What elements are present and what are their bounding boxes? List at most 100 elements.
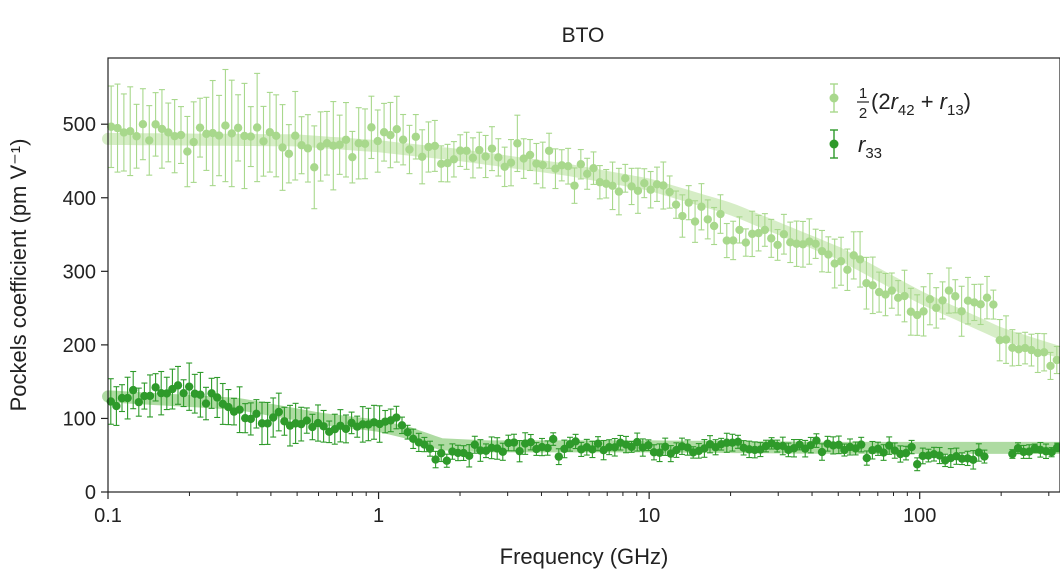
point-r42 bbox=[716, 209, 725, 219]
point-r42 bbox=[227, 129, 236, 138]
point-r42 bbox=[271, 131, 281, 141]
point-r33 bbox=[134, 397, 143, 407]
point-r33 bbox=[549, 434, 558, 444]
point-r42 bbox=[754, 228, 763, 238]
point-r42 bbox=[957, 307, 966, 316]
point-r42 bbox=[938, 296, 947, 305]
point-r33 bbox=[543, 443, 552, 453]
legend-sub-42: 42 bbox=[898, 102, 915, 119]
legend-frac-num: 1 bbox=[859, 85, 867, 102]
point-r42 bbox=[963, 296, 973, 305]
point-r42 bbox=[779, 230, 789, 239]
point-r42 bbox=[367, 123, 376, 132]
point-r42 bbox=[462, 146, 471, 155]
point-r42 bbox=[627, 182, 636, 191]
point-r42 bbox=[767, 234, 776, 243]
point-r42 bbox=[513, 139, 522, 148]
point-r42 bbox=[843, 265, 852, 274]
point-r42 bbox=[411, 132, 421, 141]
point-r42 bbox=[944, 286, 954, 295]
point-r42 bbox=[925, 294, 935, 304]
point-r42 bbox=[665, 187, 674, 197]
point-r42 bbox=[417, 152, 427, 162]
point-r33 bbox=[112, 401, 121, 411]
point-r33 bbox=[263, 419, 272, 428]
point-r33 bbox=[812, 436, 821, 445]
point-r42 bbox=[709, 221, 719, 231]
point-r33 bbox=[196, 390, 205, 399]
point-r33 bbox=[655, 448, 664, 457]
point-r42 bbox=[240, 131, 249, 141]
legend-frac-den: 2 bbox=[859, 105, 867, 122]
point-r42 bbox=[995, 335, 1004, 345]
point-r33 bbox=[1047, 447, 1056, 457]
point-r33 bbox=[465, 451, 474, 460]
legend-item-r33: r33 bbox=[829, 129, 882, 162]
point-r42 bbox=[449, 155, 459, 164]
point-r42 bbox=[652, 180, 662, 189]
point-r42 bbox=[595, 178, 605, 187]
point-r33 bbox=[935, 451, 944, 460]
point-r42 bbox=[1008, 343, 1017, 352]
y-axis-ticks: 0 100 200 300 400 500 bbox=[63, 114, 108, 504]
point-r33 bbox=[252, 409, 261, 419]
trend-bands bbox=[102, 132, 1060, 454]
legend-open: (2 bbox=[871, 89, 891, 114]
point-r42 bbox=[132, 132, 141, 141]
point-r42 bbox=[157, 124, 167, 134]
x-tick-label: 100 bbox=[903, 505, 936, 527]
legend-plus: + bbox=[915, 89, 940, 114]
point-r33 bbox=[173, 381, 183, 390]
legend: 1 2 (2r42 + r13) r33 bbox=[829, 83, 971, 162]
point-r42 bbox=[525, 150, 535, 160]
point-r42 bbox=[589, 163, 598, 173]
point-r33 bbox=[806, 440, 815, 450]
point-r33 bbox=[274, 407, 283, 417]
legend-r-1: r bbox=[891, 89, 900, 114]
error-bars bbox=[107, 68, 1060, 472]
point-r42 bbox=[316, 142, 325, 151]
point-r42 bbox=[443, 158, 452, 168]
point-r42 bbox=[278, 143, 287, 152]
y-tick-label: 0 bbox=[85, 482, 96, 504]
y-axis-label: Pockels coefficient (pm V⁻¹) bbox=[6, 139, 31, 412]
point-r42 bbox=[284, 149, 294, 158]
point-r42 bbox=[145, 136, 154, 145]
point-r33 bbox=[571, 437, 580, 446]
point-r33 bbox=[129, 385, 138, 395]
point-r33 bbox=[319, 422, 328, 431]
point-r42 bbox=[932, 303, 941, 313]
point-r42 bbox=[164, 128, 173, 137]
point-r42 bbox=[322, 139, 332, 148]
point-r42 bbox=[792, 239, 801, 248]
point-r42 bbox=[151, 120, 160, 129]
point-r33 bbox=[644, 441, 653, 450]
y-tick-label: 400 bbox=[63, 188, 96, 210]
point-r42 bbox=[570, 181, 579, 190]
legend-close: ) bbox=[964, 89, 971, 114]
point-r42 bbox=[1014, 345, 1023, 354]
point-r42 bbox=[265, 128, 275, 137]
point-r33 bbox=[857, 440, 866, 449]
point-r42 bbox=[582, 169, 592, 178]
data-points bbox=[106, 120, 1060, 469]
legend-item-r42: 1 2 (2r42 + r13) bbox=[829, 83, 971, 122]
point-r42 bbox=[259, 137, 268, 146]
point-r42 bbox=[195, 123, 205, 132]
y-tick-label: 100 bbox=[63, 408, 96, 430]
point-r33 bbox=[733, 437, 743, 447]
y-tick-label: 200 bbox=[63, 335, 96, 357]
point-r42 bbox=[722, 236, 731, 245]
point-r42 bbox=[532, 159, 541, 168]
point-r42 bbox=[494, 153, 503, 162]
point-r42 bbox=[633, 186, 643, 195]
point-r33 bbox=[235, 405, 244, 414]
point-r42 bbox=[170, 131, 179, 141]
point-r42 bbox=[214, 131, 224, 140]
point-r42 bbox=[697, 202, 706, 211]
point-r33 bbox=[627, 442, 636, 452]
point-r42 bbox=[982, 293, 992, 302]
point-r42 bbox=[176, 130, 186, 140]
point-r33 bbox=[302, 416, 311, 425]
point-r42 bbox=[481, 152, 490, 161]
